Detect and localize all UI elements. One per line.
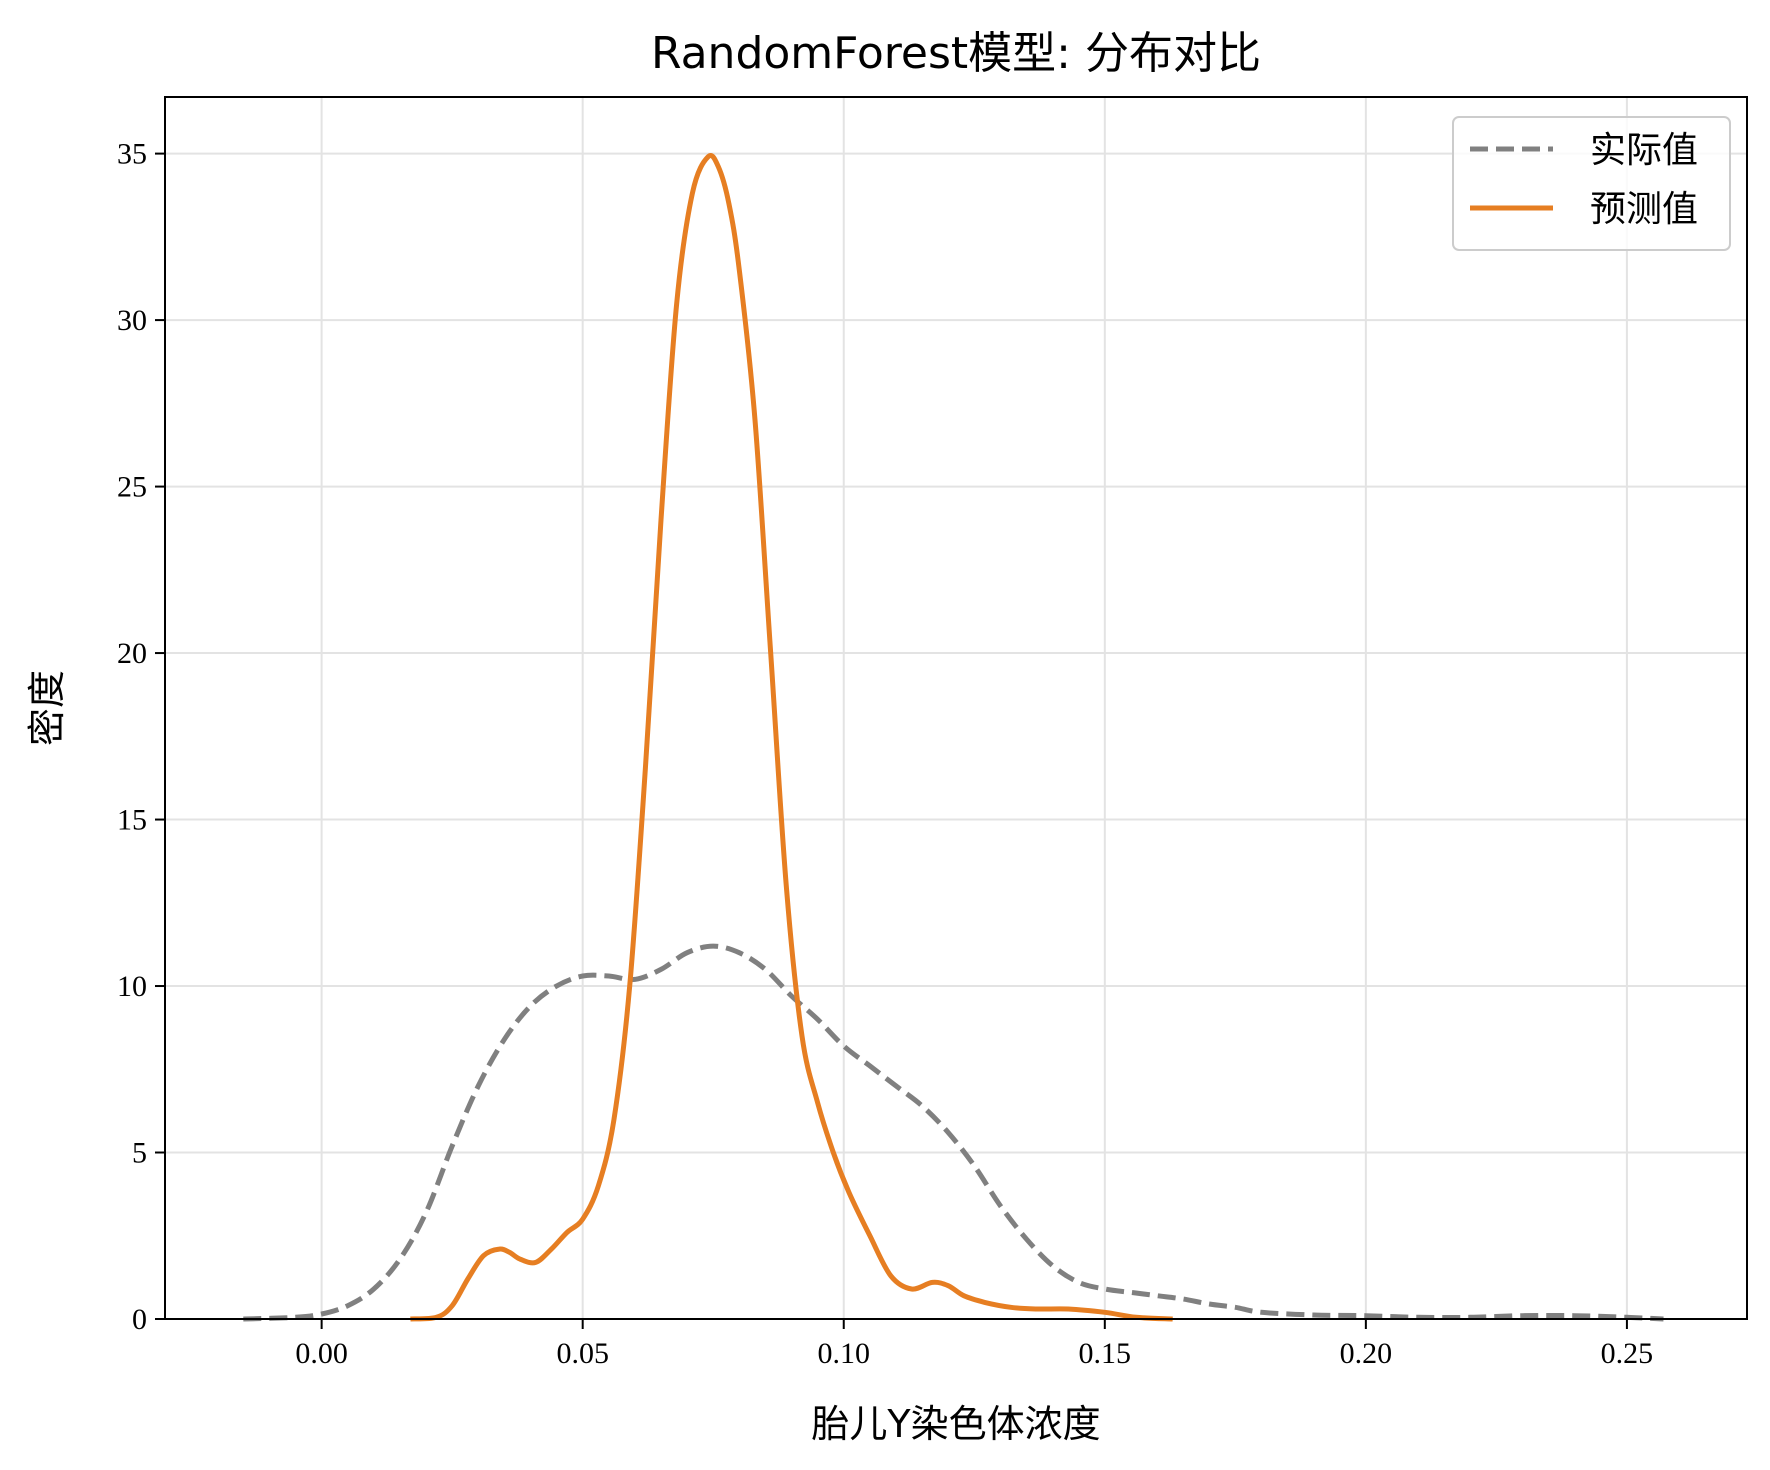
y-tick-label: 20	[117, 637, 147, 670]
x-tick-label: 0.00	[295, 1337, 348, 1370]
legend-label-actual: 实际值	[1590, 130, 1698, 171]
x-tick-label: 0.20	[1340, 1337, 1393, 1370]
x-tick-label: 0.15	[1079, 1337, 1132, 1370]
y-tick-label: 15	[117, 804, 147, 837]
y-tick-label: 25	[117, 471, 147, 504]
x-tick-label: 0.25	[1601, 1337, 1654, 1370]
x-tick-label: 0.10	[817, 1337, 870, 1370]
y-tick-label: 10	[117, 970, 147, 1003]
axes-frame	[164, 96, 1748, 1320]
chart-title: RandomForest模型: 分布对比	[651, 28, 1261, 79]
series-line-predicted	[410, 153, 1173, 1322]
legend: 实际值 预测值	[1452, 116, 1731, 251]
series-line-actual	[243, 943, 1664, 1322]
plot-area	[243, 153, 1664, 1322]
legend-label-predicted: 预测值	[1590, 189, 1698, 230]
y-axis-label: 密度	[25, 670, 69, 746]
y-tick-label: 30	[117, 304, 147, 337]
y-tick-label: 5	[132, 1137, 147, 1170]
x-tick-label: 0.05	[556, 1337, 609, 1370]
y-tick-label: 35	[117, 138, 147, 171]
grid-lines	[165, 97, 1747, 1320]
x-axis-label: 胎儿Y染色体浓度	[811, 1402, 1100, 1446]
x-axis-ticks: 0.00 0.05 0.10 0.15 0.20 0.25	[295, 1319, 1653, 1370]
y-tick-label: 0	[132, 1303, 147, 1336]
y-axis-ticks: 0 5 10 15 20 25 30 35	[117, 138, 165, 1336]
